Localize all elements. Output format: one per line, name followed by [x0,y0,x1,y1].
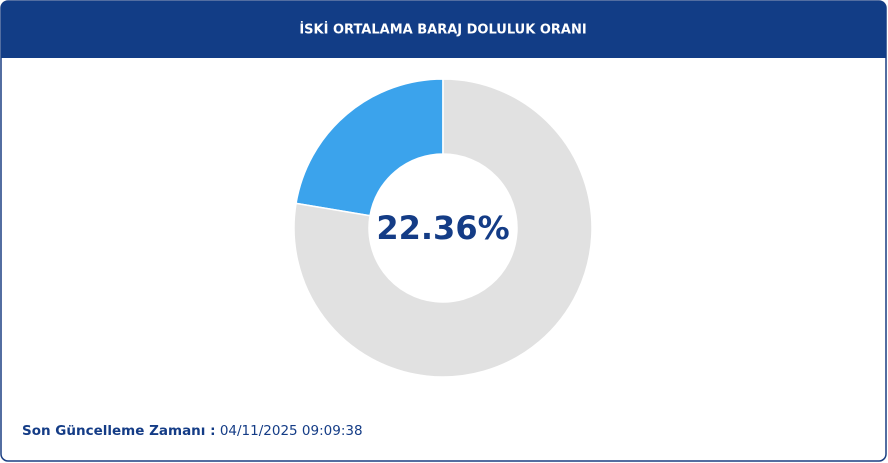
chart-title: İSKİ ORTALAMA BARAJ DOLULUK ORANI [299,22,586,38]
donut-segment [293,78,593,378]
center-value-label: 22.36% [376,209,509,247]
card-header [1,1,886,58]
footer-label: Son Güncelleme Zamanı : [22,423,216,439]
donut [293,78,593,378]
donut-segment [295,78,444,217]
footer: Son Güncelleme Zamanı : 04/11/2025 09:09… [22,423,363,439]
footer-timestamp: 04/11/2025 09:09:38 [220,423,363,439]
